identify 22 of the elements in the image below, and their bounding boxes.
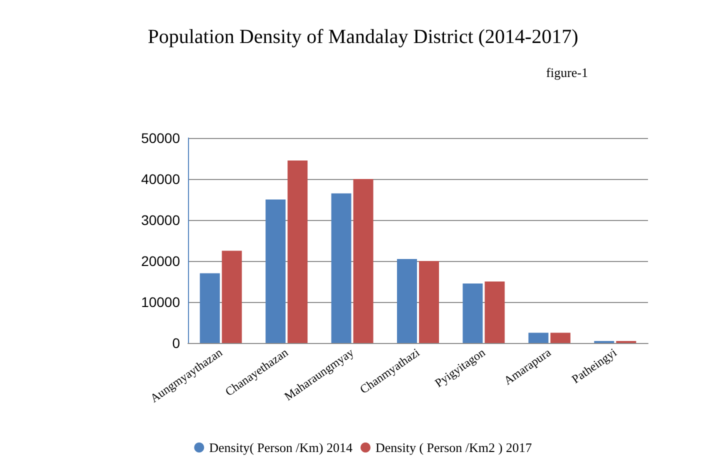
bar (353, 179, 374, 343)
y-tick-label: 50000 (141, 130, 180, 146)
legend-label: Density ( Person /Km2 ) 2017 (376, 440, 532, 455)
bar (288, 160, 308, 343)
y-tick-label: 20000 (141, 253, 180, 269)
bar (397, 258, 417, 343)
y-tick-label: 30000 (141, 212, 180, 228)
y-tick-label: 0 (172, 335, 180, 351)
bar (462, 284, 483, 343)
bar (419, 261, 439, 343)
bar (484, 282, 505, 343)
bar (550, 332, 570, 343)
bar (331, 193, 352, 343)
bar (266, 200, 286, 343)
y-tick-label: 10000 (141, 294, 180, 310)
y-tick-label: 40000 (141, 171, 180, 187)
text: figure-1 (546, 65, 588, 80)
bar (200, 273, 220, 343)
bar (528, 332, 548, 343)
bar (222, 250, 242, 343)
legend-label: Density( Person /Km) 2014 (209, 440, 353, 455)
chart-title: Population Density of Mandalay District (2014-2017) (148, 26, 578, 48)
